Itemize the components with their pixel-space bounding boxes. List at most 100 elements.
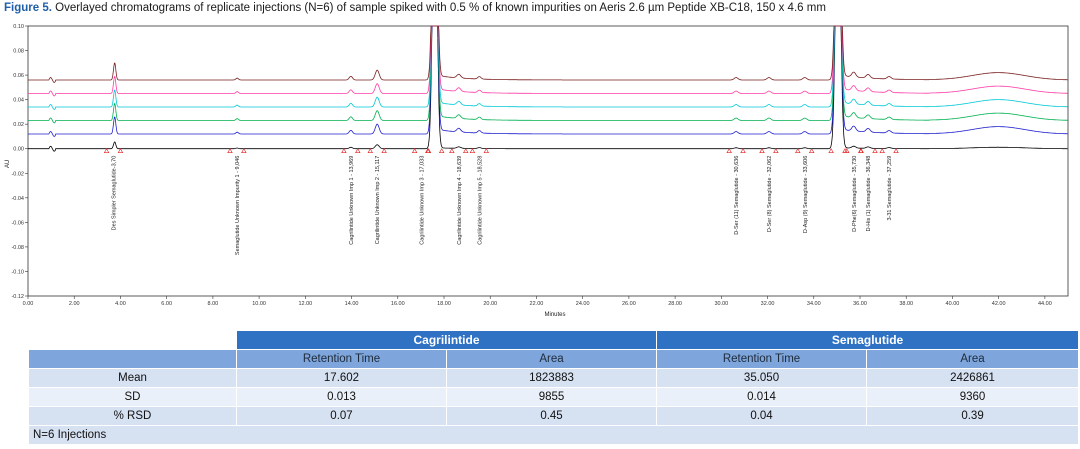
row-label: Mean [28,368,237,388]
integration-marker [879,148,885,154]
x-tick-label: 42.00 [992,301,1006,307]
peak-label: Cagrilintide Unknown Imp 2 - 15,117 [375,156,381,245]
peak-label: Cagrilintide Unknown Imp 5 - 18,528 [477,156,483,245]
integration-marker [483,148,490,154]
integration-marker [858,148,864,154]
sub-header-blank [28,349,237,369]
group-header-cagrilintide: Cagrilintide [235,330,658,350]
integration-marker [842,148,848,154]
x-tick-label: 4.00 [115,301,126,307]
peak-label: Cagrilintide Unknown Imp 3 - 17,033 [420,156,426,245]
integration-marker [808,148,815,154]
table-cell: 2426861 [866,368,1080,388]
y-tick-label: -0.08 [11,245,24,251]
chart-axes: 0.10 0.08 0.06 0.04 0.02 0.00 -0.02 -0.04 -0.06 -… [11,24,1069,307]
table-cell: 9855 [445,387,658,407]
x-tick-label: 14.00 [345,301,359,307]
integration-marker [355,148,361,154]
integration-marker [795,148,801,154]
integration-marker [241,148,247,154]
integration-marker [759,148,765,154]
y-tick-label: 0.02 [13,122,24,128]
table-cell: 0.45 [445,406,658,426]
sub-header: Retention Time [236,349,447,369]
chromatogram-trace [28,25,1068,152]
peak-label: D-Asp (9) Semaglutide - 33,606 [803,156,809,233]
x-tick-label: 22.00 [530,301,544,307]
main-peak-label: Cagrilintide - 17,602 [433,28,439,77]
integration-marker [828,148,834,154]
y-tick-label: 0.04 [13,98,24,104]
integration-marker [463,148,469,154]
sub-header: Area [866,349,1080,369]
y-tick-label: 0.10 [13,24,24,30]
y-tick-label: -0.10 [11,269,24,275]
table-footer-row: N=6 Injections [27,425,1080,445]
table-row: SD 0.013 9855 0.014 9360 [28,387,1080,407]
x-tick-label: 6.00 [161,301,172,307]
y-tick-label: -0.04 [11,196,24,202]
row-label: % RSD [28,406,237,426]
integration-marker [341,148,347,154]
x-tick-label: 28.00 [668,301,682,307]
integration-marker [449,148,455,154]
chromatogram-trace [28,25,1068,110]
integration-marker [893,148,899,154]
table-cell: 0.04 [656,406,868,426]
integration-marker [425,148,431,154]
chromatogram-trace [28,25,1068,124]
y-tick-label: 0.06 [13,73,24,79]
y-tick-label: -0.06 [11,220,24,226]
y-tick-label: -0.12 [11,294,24,300]
chromatogram-chart: 0.10 0.08 0.06 0.04 0.02 0.00 -0.02 -0.04 -0.06 -… [5,24,1069,318]
results-table: Cagrilintide Semaglutide Retention Time … [27,330,1080,445]
group-header-semaglutide: Semaglutide [656,330,1080,350]
table-corner [28,330,237,350]
x-axis-label: Minutes [544,312,565,318]
table-row: % RSD 0.07 0.45 0.04 0.39 [28,406,1080,426]
table-cell: 0.014 [656,387,868,407]
integration-marker [411,148,418,154]
y-tick-label: -0.02 [11,171,24,177]
peak-label: D-His (1) Semaglutide - 36,348 [866,156,872,232]
x-tick-label: 8.00 [208,301,219,307]
integration-marker [367,148,373,154]
x-tick-label: 34.00 [807,301,821,307]
main-peak-label: Semaglutide [836,28,842,59]
table-cell: 17.602 [236,368,447,388]
peak-label: D-Ser (8) Semaglutide - 32,062 [767,156,773,232]
table-cell: 0.013 [236,387,447,407]
x-tick-label: 0.00 [23,301,34,307]
chromatogram-trace [28,25,1068,97]
figure-caption: Figure 5. Overlayed chromatograms of rep… [4,2,826,14]
integration-markers [103,148,899,154]
x-tick-label: 38.00 [899,301,913,307]
x-tick-label: 44.00 [1038,301,1052,307]
sub-header: Retention Time [656,349,868,369]
figure-caption-text: Overlayed chromatograms of replicate inj… [51,2,826,14]
integration-marker [117,148,124,154]
x-tick-label: 30.00 [714,301,728,307]
peak-label: Cagrilintide Unknown Imp 1 - 13,969 [349,156,355,245]
chromatogram-trace [28,25,1068,137]
figure-label: Figure 5. [4,2,52,14]
y-tick-label: 0.08 [13,49,24,55]
chromatogram-traces [28,25,1068,152]
peak-label: 3-31 Semaglutide - 37,259 [887,156,893,221]
peak-label: Semaglutide Unknown Impurity 1 - 9,046 [235,156,241,255]
peak-label: Des Simpler Semaglutide-3,70 [112,156,118,231]
integration-marker [381,148,387,154]
table-cell: 9360 [866,387,1080,407]
peak-label: D-Ser (11) Semaglutide - 30,636 [734,156,740,235]
integration-marker [872,148,878,154]
x-tick-label: 32.00 [761,301,775,307]
peak-label: D-Phe(6) Semaglutide - 35,730 [852,156,858,232]
y-tick-label: 0.00 [13,147,24,153]
plot-frame [27,25,1069,297]
integration-marker [103,148,110,154]
integration-marker [227,148,233,154]
row-label: SD [28,387,237,407]
x-tick-label: 16.00 [391,301,405,307]
integration-marker [740,148,746,154]
table-cell: 0.39 [866,406,1080,426]
